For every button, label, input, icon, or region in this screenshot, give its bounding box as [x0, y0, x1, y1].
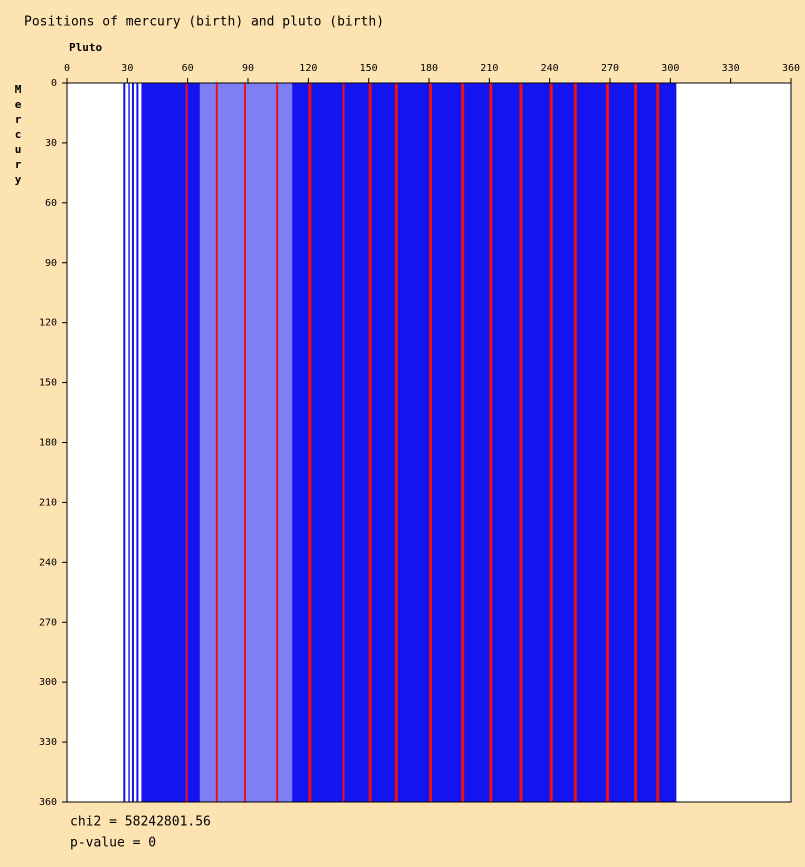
x-tick-label: 270 [601, 63, 619, 74]
x-axis-label: Pluto [69, 41, 102, 54]
band [243, 83, 246, 802]
band [128, 83, 130, 802]
band [123, 83, 126, 802]
y-tick-label: 180 [39, 438, 57, 449]
band [549, 83, 553, 802]
band [368, 83, 372, 802]
x-tick-label: 0 [64, 63, 70, 74]
band [342, 83, 345, 802]
x-tick-label: 30 [121, 63, 133, 74]
y-tick-label: 90 [45, 258, 57, 269]
chi2: chi2 = 58242801.56 [70, 815, 211, 830]
y-tick-label: 240 [39, 557, 57, 568]
x-tick-label: 180 [420, 63, 438, 74]
band [573, 83, 577, 802]
band [519, 83, 523, 802]
band [185, 83, 188, 802]
band [429, 83, 433, 802]
x-tick-label: 60 [182, 63, 194, 74]
band [394, 83, 398, 802]
x-tick-label: 150 [360, 63, 378, 74]
p-value: p-value = 0 [70, 836, 156, 851]
y-tick-label: 60 [45, 198, 57, 209]
x-tick-label: 300 [661, 63, 679, 74]
y-tick-label: 300 [39, 677, 57, 688]
band [215, 83, 218, 802]
band [656, 83, 660, 802]
x-tick-label: 120 [299, 63, 317, 74]
y-tick-label: 270 [39, 617, 57, 628]
x-tick-label: 360 [782, 63, 800, 74]
band [276, 83, 279, 802]
x-tick-label: 240 [541, 63, 559, 74]
y-tick-label: 210 [39, 497, 57, 508]
band [489, 83, 493, 802]
x-tick-label: 90 [242, 63, 254, 74]
y-tick-label: 120 [39, 318, 57, 329]
band [136, 83, 139, 802]
y-tick-label: 30 [45, 138, 57, 149]
y-tick-label: 150 [39, 378, 57, 389]
x-tick-label: 330 [722, 63, 740, 74]
y-tick-label: 0 [51, 78, 57, 89]
chart-title: Positions of mercury (birth) and pluto (… [24, 15, 384, 30]
band [461, 83, 465, 802]
y-tick-label: 330 [39, 737, 57, 748]
band [131, 83, 134, 802]
band [634, 83, 638, 802]
x-tick-label: 210 [480, 63, 498, 74]
y-tick-label: 360 [39, 797, 57, 808]
band [605, 83, 609, 802]
band [308, 83, 312, 802]
